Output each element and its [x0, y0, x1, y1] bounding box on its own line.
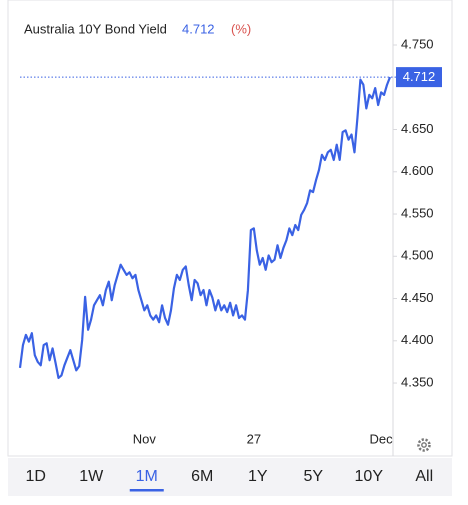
x-tick-label: 27 — [247, 431, 261, 446]
settings-button[interactable] — [417, 438, 431, 452]
y-tick-label: 4.750 — [401, 36, 434, 51]
range-tab-label: 1W — [79, 468, 104, 485]
unit-label: (%) — [231, 21, 251, 36]
y-tick-label: 4.550 — [401, 205, 434, 220]
range-tab[interactable]: 10Y — [355, 468, 384, 485]
y-tick-label: 4.650 — [401, 121, 434, 136]
last-value-label: 4.712 — [403, 69, 436, 84]
range-tab[interactable]: 1D — [26, 468, 46, 485]
y-tick-label: 4.450 — [401, 290, 434, 305]
range-tab[interactable]: All — [415, 468, 433, 485]
selected-underline — [129, 489, 164, 492]
chart-title: Australia 10Y Bond Yield — [24, 21, 167, 36]
range-tab[interactable]: 5Y — [303, 468, 323, 485]
range-tab-label: 6M — [191, 468, 213, 485]
range-tab-label: 1Y — [248, 468, 268, 485]
y-tick-label: 4.400 — [401, 332, 434, 347]
x-tick-label: Dec — [370, 431, 394, 446]
current-value: 4.712 — [182, 21, 215, 36]
gear-hub — [421, 442, 427, 448]
range-tab[interactable]: 1M — [129, 468, 164, 492]
last-value-tag — [396, 67, 442, 88]
price-line — [18, 76, 392, 380]
range-tab[interactable]: 1Y — [248, 468, 268, 485]
gear-teeth — [417, 438, 431, 452]
chart-frame — [7, 0, 453, 457]
range-tab-label: 10Y — [355, 468, 384, 485]
y-tick-label: 4.500 — [401, 248, 434, 263]
range-tab-label: All — [415, 468, 433, 485]
range-tab-label: 1D — [26, 468, 46, 485]
range-tab[interactable]: 6M — [191, 468, 213, 485]
range-tab[interactable]: 1W — [79, 468, 104, 485]
tab-bar — [8, 458, 452, 496]
y-tick-label: 4.350 — [401, 374, 434, 389]
range-tab-label: 1M — [136, 468, 158, 485]
x-tick-label: Nov — [133, 431, 157, 446]
range-tab-label: 5Y — [303, 468, 323, 485]
y-tick-label: 4.600 — [401, 163, 434, 178]
